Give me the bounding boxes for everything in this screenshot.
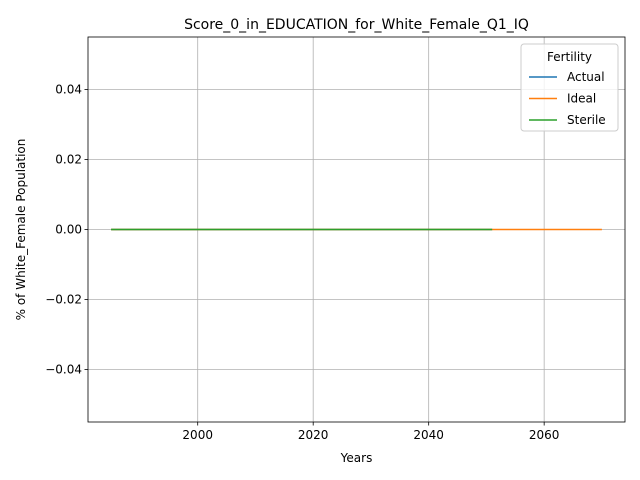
legend-label-ideal: Ideal [567,92,596,106]
x-tick-label: 2020 [298,428,329,442]
x-axis-ticks: 2000 2020 2040 2060 [182,422,559,442]
y-tick-label: 0.02 [55,153,82,167]
legend-title: Fertility [547,50,592,64]
x-tick-label: 2040 [413,428,444,442]
legend-label-sterile: Sterile [567,113,606,127]
legend-label-actual: Actual [567,70,605,84]
y-tick-label: −0.02 [45,293,82,307]
legend-entries: Actual Ideal Sterile [529,70,606,127]
chart-title: Score_0_in_EDUCATION_for_White_Female_Q1… [184,17,529,33]
x-tick-label: 2060 [529,428,560,442]
legend-box [520,43,619,132]
y-tick-label: 0.04 [55,83,82,97]
y-axis-ticks: −0.04 −0.02 0.00 0.02 0.04 [45,83,88,377]
legend: Fertility Actual Ideal Sterile [520,43,619,132]
x-axis-label: Years [340,451,373,465]
y-tick-label: 0.00 [55,223,82,237]
y-axis-label: % of White_Female Population [14,139,28,321]
x-tick-label: 2000 [182,428,213,442]
y-tick-label: −0.04 [45,363,82,377]
